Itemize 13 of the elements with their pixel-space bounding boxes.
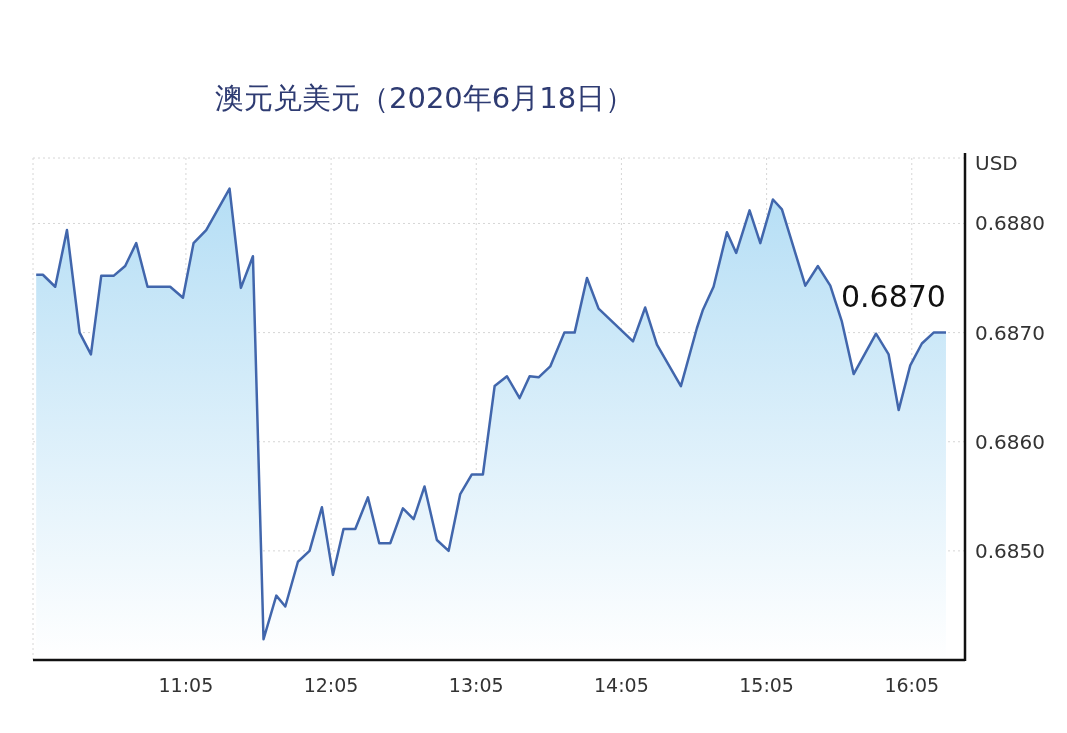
x-tick-label: 12:05 [303, 674, 359, 696]
x-tick-label: 14:05 [594, 674, 649, 696]
y-tick-label: 0.6860 [975, 429, 1045, 454]
x-tick-label: 13:05 [448, 674, 504, 696]
x-tick-label: 16:05 [884, 674, 940, 696]
y-tick-label: 0.6850 [975, 538, 1045, 563]
chart-title: 澳元兑美元（2020年6月18日） [215, 81, 635, 115]
annotation: 0.6870 [841, 278, 946, 314]
y-axis-title: USD [975, 151, 1018, 175]
y-tick-label: 0.6870 [975, 320, 1045, 345]
x-tick-label: 15:05 [739, 674, 794, 696]
y-tick-label: 0.6880 [975, 211, 1045, 236]
x-tick-label: 11:05 [158, 674, 214, 696]
